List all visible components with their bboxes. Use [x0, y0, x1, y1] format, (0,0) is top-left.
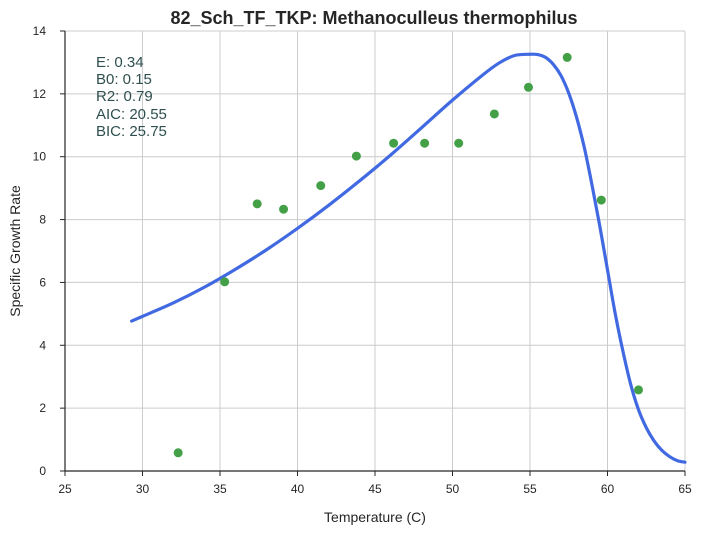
x-tick-label: 30	[136, 482, 150, 496]
data-point	[351, 151, 361, 161]
data-point	[454, 138, 464, 148]
x-tick-label: 25	[58, 482, 72, 496]
fit-curve	[130, 52, 687, 464]
y-tick-label: 6	[39, 275, 46, 289]
x-tick-label: 65	[678, 482, 692, 496]
data-point	[316, 181, 326, 191]
data-point	[562, 52, 572, 62]
data-point	[420, 138, 430, 148]
stat-e: E: 0.34	[96, 54, 144, 71]
y-tick-label: 2	[39, 401, 46, 415]
stat-r2: R2: 0.79	[96, 88, 153, 105]
y-tick-label: 4	[39, 338, 46, 352]
data-point	[634, 385, 643, 395]
y-tick-label: 0	[39, 464, 46, 478]
stat-aic: AIC: 20.55	[96, 106, 167, 123]
y-tick-label: 8	[39, 213, 46, 227]
x-tick-label: 50	[446, 482, 460, 496]
stat-bic: BIC: 25.75	[96, 123, 167, 140]
fit-curve-layer	[130, 52, 687, 464]
data-points-layer	[173, 52, 643, 458]
y-tick-label: 10	[33, 150, 47, 164]
fit-statistics: E: 0.34 B0: 0.15 R2: 0.79 AIC: 20.55 BIC…	[96, 54, 167, 140]
data-point	[220, 277, 230, 287]
y-ticks: 0 2 4 6 8 10 12 14	[33, 24, 65, 478]
x-tick-label: 60	[601, 482, 615, 496]
y-tick-label: 12	[33, 87, 47, 101]
x-tick-label: 40	[291, 482, 305, 496]
data-point	[523, 82, 533, 92]
data-point	[252, 199, 262, 209]
x-tick-label: 45	[368, 482, 382, 496]
data-point	[489, 109, 499, 119]
y-axis-label: Specific Growth Rate	[7, 185, 23, 317]
stat-b0: B0: 0.15	[96, 71, 152, 88]
data-point	[389, 138, 399, 148]
data-point	[173, 448, 183, 458]
data-point	[596, 195, 606, 205]
x-tick-label: 55	[523, 482, 537, 496]
x-axis-label: Temperature (C)	[324, 509, 426, 525]
x-ticks: 25 30 35 40 45 50 55 60 65	[58, 471, 692, 496]
chart-title: 82_Sch_TF_TKP: Methanoculleus thermophil…	[170, 8, 577, 28]
y-tick-label: 14	[33, 24, 47, 38]
x-tick-label: 35	[213, 482, 227, 496]
grid	[65, 30, 686, 471]
data-point	[279, 204, 289, 214]
